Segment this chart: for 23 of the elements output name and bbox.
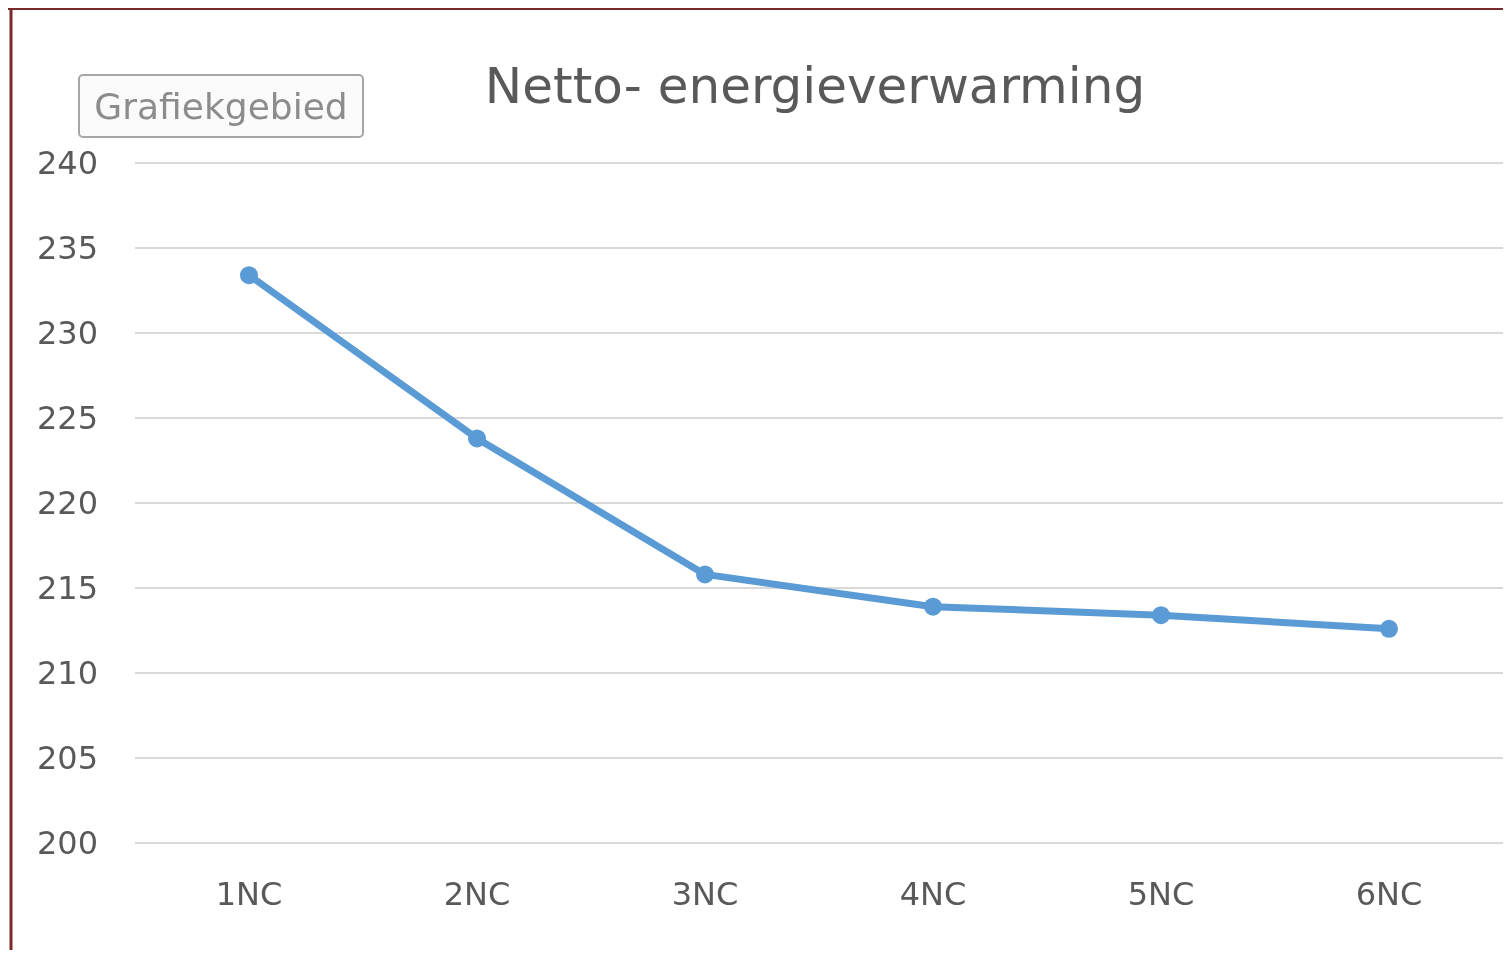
- point: [1152, 606, 1170, 625]
- y-tick-label: 200: [36, 824, 98, 863]
- x-tick-label: 3NC: [671, 875, 739, 913]
- y-tick-label: 240: [36, 144, 98, 183]
- point: [924, 597, 942, 616]
- point: [468, 429, 486, 448]
- x-tick-label: 5NC: [1127, 875, 1195, 913]
- x-tick-label: 4NC: [899, 875, 967, 913]
- y-tick-label: 220: [36, 484, 98, 523]
- y-tick-label: 210: [36, 654, 98, 693]
- x-tick-label: 2NC: [443, 875, 511, 913]
- point: [696, 565, 714, 584]
- text: Grafiekgebied: [94, 86, 348, 127]
- y-tick-label: 205: [36, 739, 98, 778]
- y-tick-label: 215: [36, 569, 98, 608]
- point: [240, 266, 258, 285]
- y-tick-label: 230: [36, 314, 98, 353]
- chart-title: Netto- energieverwarming: [484, 57, 1146, 115]
- y-tick-label: 235: [36, 229, 98, 268]
- y-tick-label: 225: [36, 399, 98, 438]
- x-tick-label: 6NC: [1355, 875, 1423, 913]
- point: [1380, 619, 1398, 638]
- x-tick-label: 1NC: [215, 875, 283, 913]
